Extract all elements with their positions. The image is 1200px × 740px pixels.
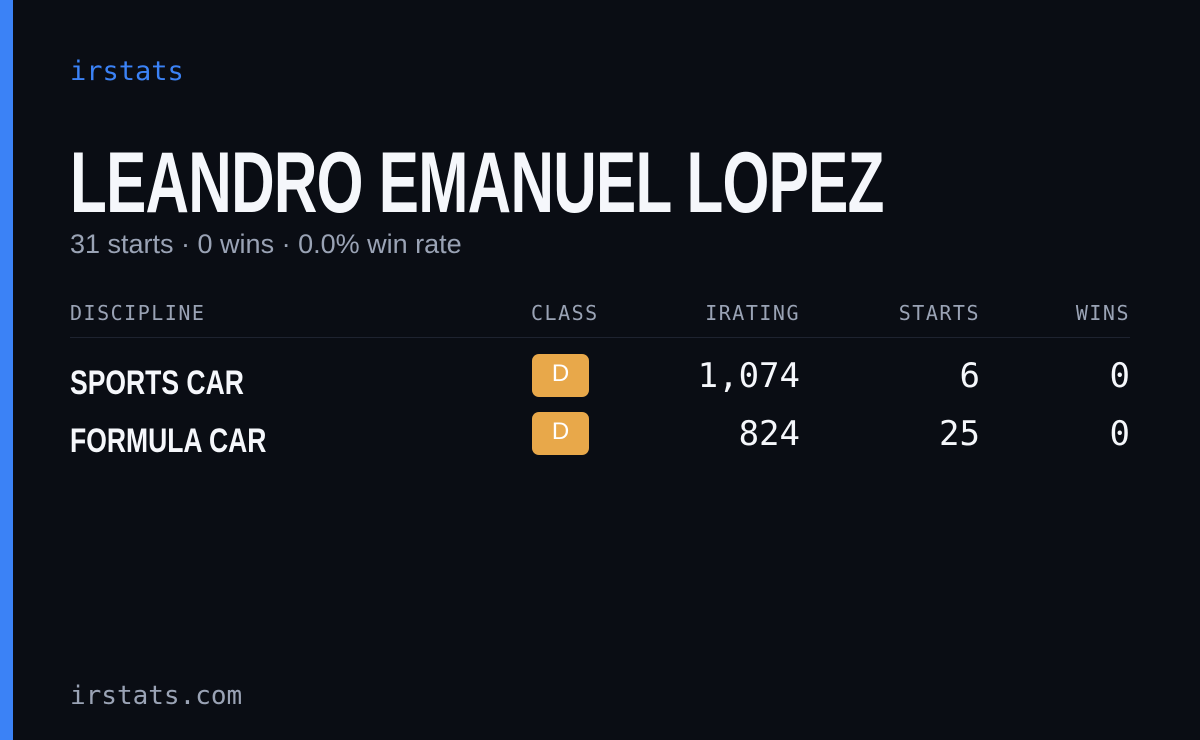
- class-badge: D: [532, 412, 589, 455]
- footer: irstats.com: [70, 681, 243, 711]
- divider: [70, 337, 1130, 338]
- discipline: FORMULA CAR: [70, 422, 267, 460]
- accent-bar: [0, 0, 13, 740]
- cell: 824: [738, 414, 800, 454]
- subtitle: 31 starts · 0 wins · 0.0% win rate: [70, 229, 462, 259]
- cell: 0: [1109, 414, 1130, 454]
- column-header: STARTS: [898, 301, 980, 325]
- class-badge: D: [532, 354, 589, 397]
- cell: 1,074: [697, 356, 800, 396]
- column-header: DISCIPLINE: [70, 301, 206, 325]
- cell: 25: [939, 414, 980, 454]
- cell: 0: [1109, 356, 1130, 396]
- column-header: IRATING: [705, 301, 800, 325]
- brand: irstats: [70, 56, 184, 87]
- column-header: CLASS: [531, 301, 599, 325]
- discipline: SPORTS CAR: [70, 364, 244, 402]
- title: LEANDRO EMANUEL LOPEZ: [70, 135, 884, 231]
- column-header: WINS: [1075, 301, 1130, 325]
- cell: 6: [959, 356, 980, 396]
